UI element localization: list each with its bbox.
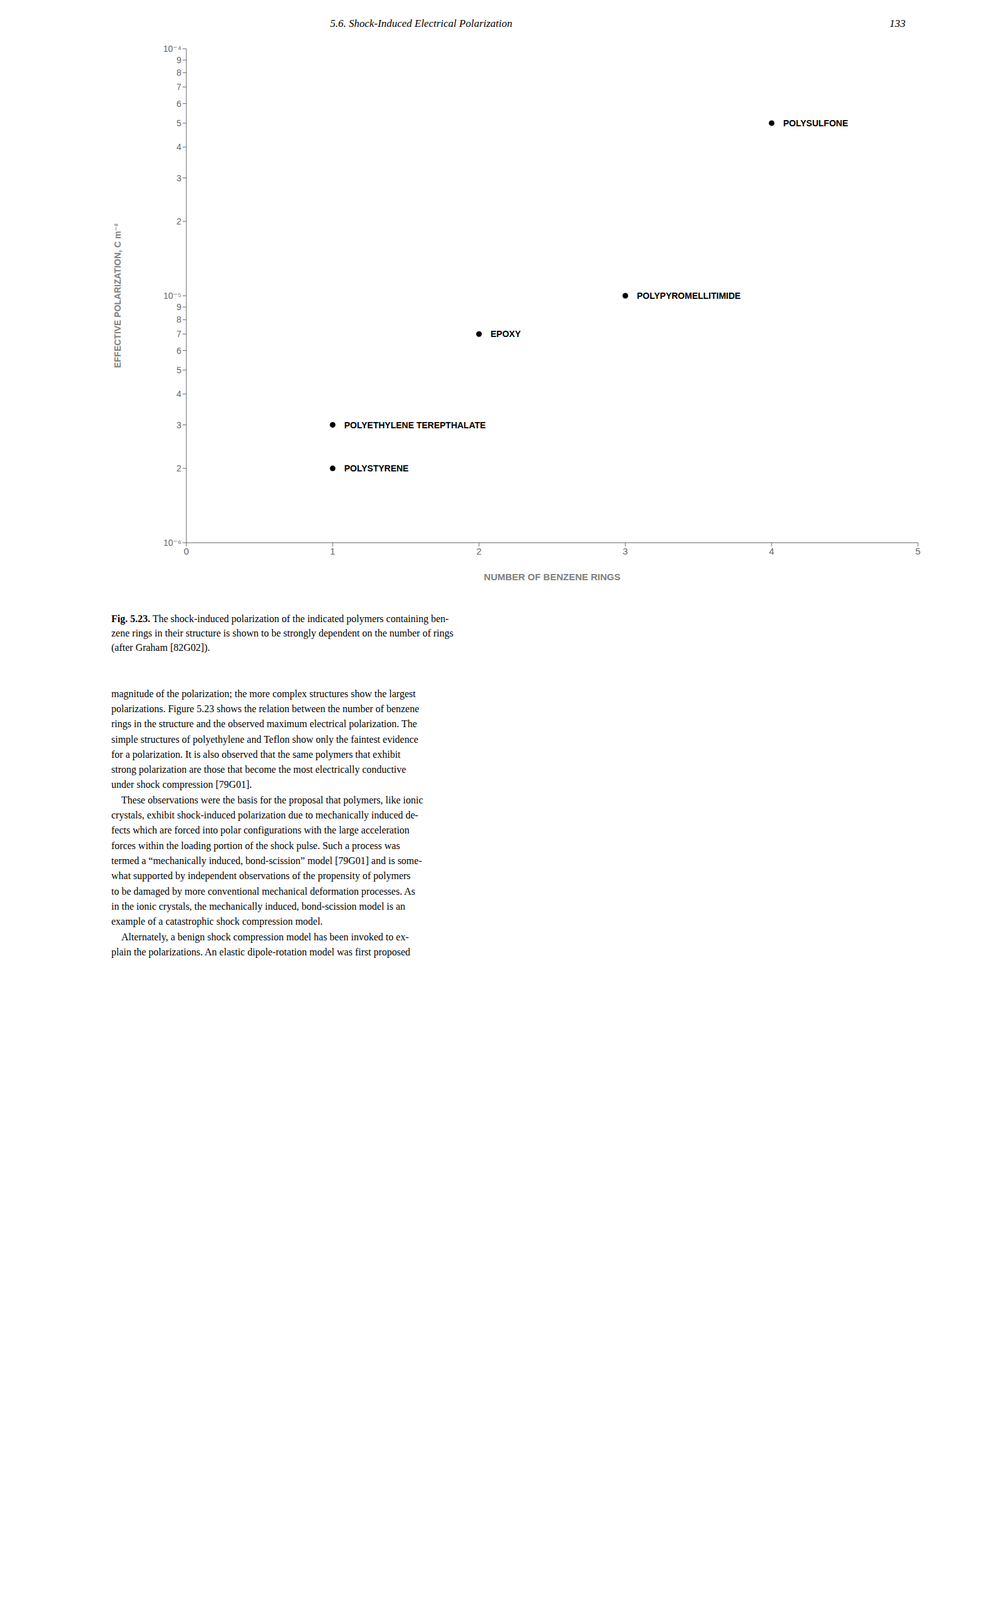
html-text:magnitude of the polarization;: magnitude of the polarization; the more … — [111, 688, 424, 958]
svg-text:POLYSULFONE: POLYSULFONE — [783, 118, 849, 129]
svg-text:2: 2 — [176, 216, 182, 227]
svg-text:1: 1 — [330, 545, 336, 557]
svg-text:5: 5 — [176, 365, 182, 376]
svg-text:3: 3 — [176, 173, 182, 184]
svg-text:POLYPYROMELLITIMIDE: POLYPYROMELLITIMIDE — [637, 290, 741, 301]
svg-text:0: 0 — [183, 545, 189, 557]
svg-text:6: 6 — [176, 98, 182, 109]
svg-text:NUMBER OF BENZENE RINGS: NUMBER OF BENZENE RINGS — [483, 571, 621, 583]
svg-text:2: 2 — [476, 545, 482, 557]
html-text:Fig. 5.23. The shock-induced p: Fig. 5.23. The shock-induced polarizatio… — [111, 613, 454, 654]
svg-text:4: 4 — [769, 545, 775, 557]
svg-text:EFFECTIVE POLARIZATION, C m⁻²: EFFECTIVE POLARIZATION, C m⁻² — [112, 223, 123, 368]
svg-text:2: 2 — [176, 463, 182, 474]
svg-text:5: 5 — [915, 545, 921, 557]
svg-text:9: 9 — [176, 302, 182, 313]
svg-text:4: 4 — [176, 141, 182, 152]
html-text:133: 133 — [889, 17, 906, 30]
svg-text:POLYSTYRENE: POLYSTYRENE — [344, 463, 409, 474]
svg-text:7: 7 — [176, 81, 182, 92]
svg-text:7: 7 — [176, 328, 182, 339]
svg-text:8: 8 — [176, 67, 182, 78]
svg-text:5: 5 — [176, 118, 182, 129]
svg-text:EPOXY: EPOXY — [490, 328, 522, 339]
svg-text:10⁻⁴: 10⁻⁴ — [163, 43, 182, 54]
svg-text:4: 4 — [176, 388, 182, 399]
svg-text:8: 8 — [176, 314, 182, 325]
svg-text:10⁻⁶: 10⁻⁶ — [163, 537, 182, 548]
html-text:5.6. Shock-Induced Electrical: 5.6. Shock-Induced Electrical Polarizati… — [330, 17, 513, 30]
svg-text:3: 3 — [176, 420, 182, 431]
svg-text:POLYETHYLENE TEREPTHALATE: POLYETHYLENE TEREPTHALATE — [344, 420, 486, 431]
svg-text:9: 9 — [176, 55, 182, 66]
svg-text:10⁻⁵: 10⁻⁵ — [163, 290, 182, 301]
svg-text:3: 3 — [622, 545, 628, 557]
svg-text:6: 6 — [176, 345, 182, 356]
